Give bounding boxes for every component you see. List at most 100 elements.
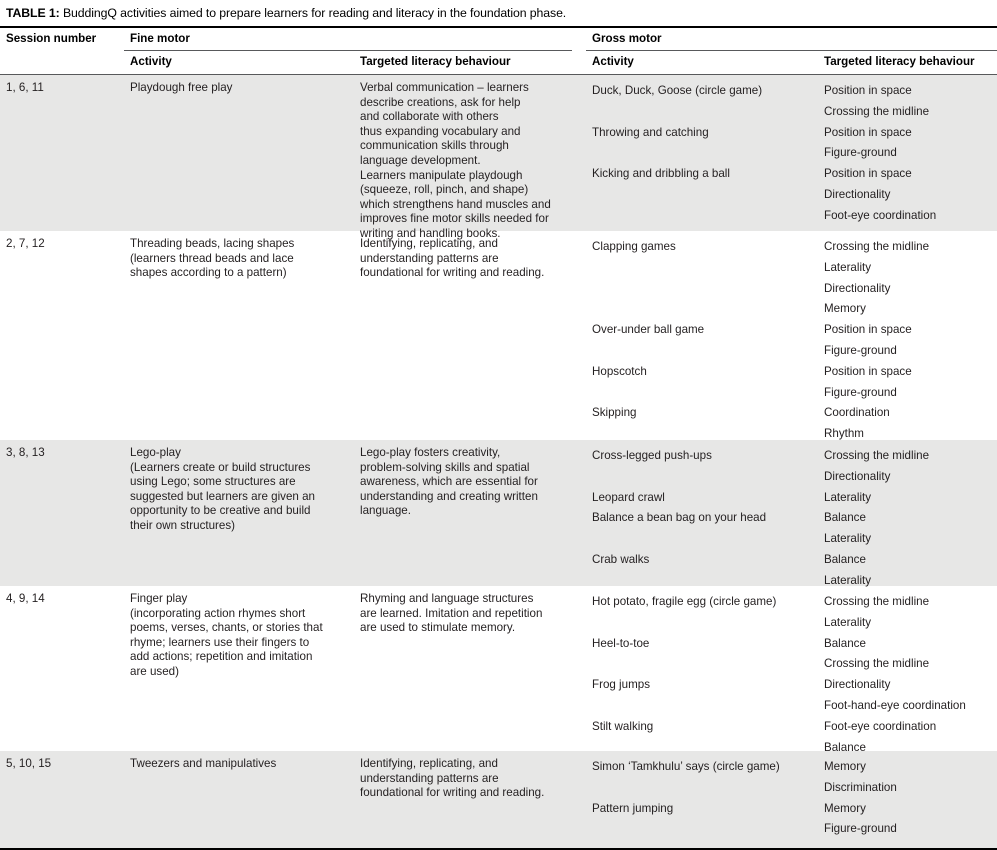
cell-gross-motor-activity: Cross-legged push-ups Leopard crawl Balan… [586, 440, 818, 586]
table-caption-label: TABLE 1: [6, 6, 60, 20]
table-body: 1, 6, 11 Playdough free play Verbal commun… [0, 75, 997, 850]
text-line: (squeeze, roll, pinch, and shape) [360, 183, 529, 197]
text-line: (learners thread beads and lace [130, 251, 294, 265]
gross-activity-label: Stilt walking [592, 719, 654, 733]
cell-session-number: 1, 6, 11 [6, 81, 44, 94]
text-line: poems, verses, chants, or stories that [130, 621, 323, 635]
gross-behaviour-label: Memory [824, 760, 866, 773]
gross-behaviour-label: Balance [824, 636, 866, 650]
text-line: rhyme; learners use their fingers to [130, 635, 310, 649]
gross-behaviour-label: Crossing the midline [824, 595, 930, 608]
header-session-number: Session number [6, 32, 97, 45]
text-line: problem-solving skills and spatial [360, 460, 530, 474]
gross-activity-label: Pattern jumping [592, 801, 674, 815]
cell-gross-motor-activity: Duck, Duck, Goose (circle game) Throwing… [586, 75, 818, 231]
text-line: opportunity to be creative and build [130, 504, 311, 518]
gross-behaviour-label: Laterality [824, 615, 872, 629]
cell-fine-motor-behaviour: Verbal communication – learners describe … [354, 75, 586, 240]
gross-behaviour-label: Foot-eye coordination [824, 719, 937, 733]
gross-behaviour-label: Position in space [824, 84, 912, 97]
text-line: language development. [360, 153, 481, 167]
gross-activity-label: Crab walks [592, 552, 650, 566]
text-line: Identifying, replicating, and [360, 237, 498, 250]
gross-behaviour-label: Crossing the midline [824, 104, 930, 118]
gross-behaviour-label: Position in space [824, 323, 912, 337]
table-caption-text: BuddingQ activities aimed to prepare lea… [59, 6, 567, 20]
header-group-row: Session number Fine motor Gross motor [0, 28, 997, 51]
gross-behaviour-label: Laterality [824, 573, 872, 587]
gross-behaviour-label: Figure-ground [824, 343, 897, 357]
text-line: Verbal communication – learners [360, 81, 529, 94]
cell-fine-motor-behaviour: Identifying, replicating, and understandi… [354, 751, 586, 848]
text-line: Identifying, replicating, and [360, 757, 498, 770]
text-line: suggested but learners are given an [130, 489, 315, 503]
text-line: language. [360, 504, 411, 518]
text-line: Tweezers and manipulatives [130, 757, 277, 770]
text-line: understanding patterns are [360, 771, 499, 785]
text-line: and collaborate with others [360, 110, 499, 124]
text-line: understanding and creating written [360, 489, 538, 503]
cell-session-number: 4, 9, 14 [6, 592, 45, 605]
cell-gross-motor-activity: Clapping games Over-under ball game Hops… [586, 231, 818, 440]
gross-activity-label: Balance a bean bag on your head [592, 511, 767, 525]
header-fine-behaviour: Targeted literacy behaviour [354, 51, 586, 75]
cell-gross-motor-behaviour: Crossing the midline Directionality Latera… [818, 440, 997, 587]
text-line: (Learners create or build structures [130, 460, 311, 474]
text-line: their own structures) [130, 518, 236, 532]
text-line: (incorporating action rhymes short [130, 606, 306, 620]
text-line: improves fine motor skills needed for [360, 212, 549, 226]
table-row: 1, 6, 11 Playdough free play Verbal commun… [0, 75, 997, 240]
header-gross-behaviour: Targeted literacy behaviour [818, 51, 997, 75]
gross-behaviour-label: Laterality [824, 490, 872, 504]
text-line: shapes according to a pattern) [130, 266, 287, 280]
gross-activity-label: Frog jumps [592, 678, 650, 692]
gross-behaviour-label: Directionality [824, 678, 891, 692]
gross-behaviour-label: Balance [824, 511, 866, 525]
header-group-gross-motor: Gross motor [586, 28, 997, 51]
gross-behaviour-label: Figure-ground [824, 385, 897, 399]
header-gross-activity: Activity [586, 51, 818, 75]
cell-gross-motor-activity: Hot potato, fragile egg (circle game) He… [586, 586, 818, 751]
cell-fine-motor-activity: Threading beads, lacing shapes (learners … [124, 231, 354, 440]
gross-behaviour-label: Memory [824, 801, 866, 815]
text-line: writing and handling books. [360, 226, 501, 240]
gross-behaviour-label: Foot-eye coordination [824, 208, 937, 222]
text-line: add actions; repetition and imitation [130, 650, 313, 664]
cell-session-number: 5, 10, 15 [6, 757, 52, 770]
text-line: Lego-play fosters creativity, [360, 446, 501, 459]
gross-activity-label: Hot potato, fragile egg (circle game) [592, 595, 777, 608]
gross-activity-label: Clapping games [592, 240, 676, 253]
cell-session-number: 2, 7, 12 [6, 237, 45, 250]
text-line: Rhyming and language structures [360, 592, 534, 605]
cell-gross-motor-behaviour: Crossing the midline Laterality Balance Cro… [818, 586, 997, 754]
gross-behaviour-label: Position in space [824, 125, 912, 139]
gross-behaviour-label: Balance [824, 552, 866, 566]
table-caption: TABLE 1: BuddingQ activities aimed to pr… [0, 0, 997, 28]
table-row: 2, 7, 12 Threading beads, lacing shapes (l… [0, 231, 997, 440]
gross-behaviour-label: Rhythm [824, 427, 864, 441]
gross-activity-label: Cross-legged push-ups [592, 449, 712, 462]
text-line: Playdough free play [130, 81, 233, 94]
text-line: communication skills through [360, 139, 509, 153]
cell-fine-motor-activity: Finger play (incorporating action rhymes … [124, 586, 354, 751]
gross-behaviour-label: Figure-ground [824, 822, 897, 836]
cell-session-number: 3, 8, 13 [6, 446, 45, 459]
gross-behaviour-label: Directionality [824, 281, 891, 295]
gross-behaviour-label: Balance [824, 740, 866, 754]
gross-activity-label: Over-under ball game [592, 323, 705, 337]
cell-fine-motor-behaviour: Lego-play fosters creativity, problem-sol… [354, 440, 586, 586]
gross-activity-label: Kicking and dribbling a ball [592, 167, 730, 181]
gross-behaviour-label: Laterality [824, 532, 872, 546]
cell-gross-motor-behaviour: Memory Discrimination Memory Figure-ground [818, 751, 997, 848]
gross-activity-label: Heel-to-toe [592, 636, 650, 650]
gross-activity-label: Simon ‘Tamkhulu’ says (circle game) [592, 760, 780, 773]
cell-gross-motor-activity: Simon ‘Tamkhulu’ says (circle game) Patt… [586, 751, 818, 848]
gross-behaviour-label: Laterality [824, 260, 872, 274]
text-line: which strengthens hand muscles and [360, 197, 551, 211]
gross-behaviour-label: Coordination [824, 406, 890, 420]
gross-activity-label: Duck, Duck, Goose (circle game) [592, 84, 763, 97]
gross-activity-label: Skipping [592, 406, 637, 420]
header-session-spacer [0, 51, 124, 75]
text-line: Lego-play [130, 446, 181, 459]
